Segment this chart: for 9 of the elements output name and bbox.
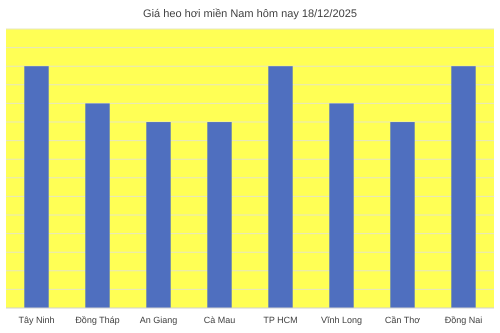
x-tick-label: An Giang <box>140 315 178 325</box>
x-tick-label: Đồng Nai <box>444 315 482 325</box>
x-tick-label: Tây Ninh <box>18 315 55 325</box>
x-tick-label: Đồng Tháp <box>75 315 120 325</box>
x-tick-label: Vĩnh Long <box>320 315 362 325</box>
x-tick-label: Cà Mau <box>204 315 236 325</box>
chart-title: Giá heo hơi miền Nam hôm nay 18/12/2025 <box>143 8 357 20</box>
x-tick-label: TP HCM <box>263 315 298 325</box>
x-tick-label: Cần Thơ <box>384 315 420 325</box>
